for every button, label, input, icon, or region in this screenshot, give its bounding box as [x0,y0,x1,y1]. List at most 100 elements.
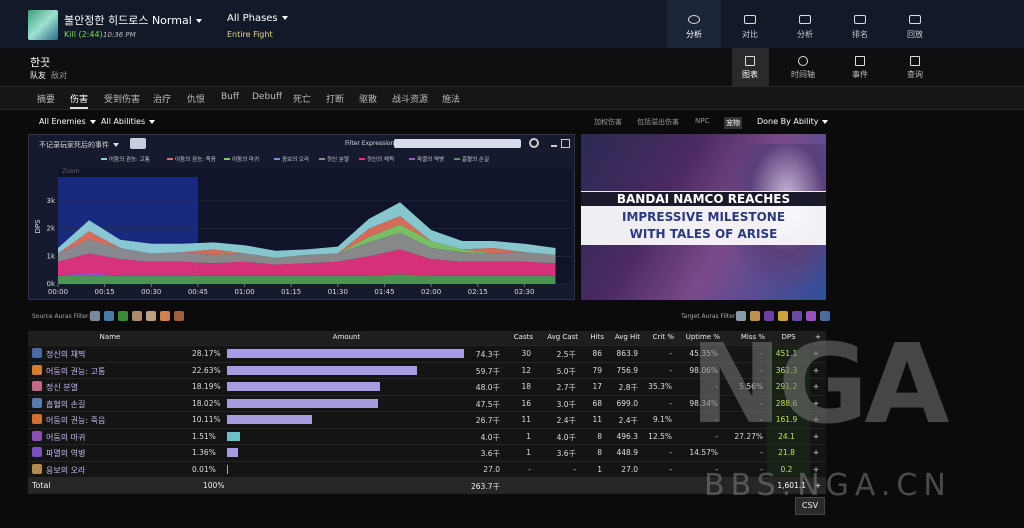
x-tick-label: 01:45 [374,288,394,296]
mode-tab[interactable]: 队友 [30,71,46,80]
filter-input[interactable] [394,139,521,148]
column-header[interactable]: Miss % [740,333,765,341]
damage-option[interactable]: 加权伤害 [594,118,622,126]
table-row[interactable] [28,460,826,478]
nav-item[interactable]: 施法 [442,95,461,105]
top-tab[interactable]: 分析 [797,30,813,39]
abilities-select[interactable]: All Abilities [101,117,155,126]
ability-name[interactable]: 어둠의 권능: 고통 [46,366,106,376]
nav-item[interactable]: 死亡 [293,95,312,105]
view-tab[interactable]: 时间轴 [791,70,815,79]
cell-value[interactable]: + [812,448,820,457]
nav-item[interactable]: 受到伤害 [104,95,141,105]
top-tab[interactable]: 回放 [907,30,923,39]
table-row[interactable] [28,345,826,362]
column-header[interactable]: Name [99,333,121,341]
aura-icon[interactable] [806,311,816,321]
aura-icon[interactable] [736,311,746,321]
aura-icon[interactable] [750,311,760,321]
nav-item[interactable]: 驱散 [359,95,378,105]
column-header[interactable]: Avg Hit [614,333,640,341]
ability-name[interactable]: 흡혈의 손길 [46,399,86,409]
cell-value[interactable]: + [812,382,820,391]
nav-item[interactable]: Buff [221,92,240,102]
view-tab[interactable]: 事件 [852,70,868,79]
ability-name[interactable]: 어둠의 권능: 죽음 [46,416,106,425]
column-header[interactable]: DPS [781,333,796,341]
table-row[interactable] [28,394,826,412]
cell-value[interactable]: + [812,349,820,358]
cell-value[interactable]: + [812,431,820,441]
aura-icon[interactable] [90,311,100,321]
view-tab[interactable]: 查询 [907,70,923,79]
nav-item[interactable]: 打断 [326,95,345,105]
enemies-select[interactable]: All Enemies [39,117,96,126]
damage-option[interactable]: 包括溢出伤害 [637,118,679,126]
nav-item[interactable]: Debuff [252,92,283,102]
aura-icon[interactable] [160,311,170,321]
nav-item[interactable]: 伤害 [70,92,89,109]
column-header[interactable]: Hits [590,333,604,341]
tab-icon [854,15,866,24]
dps-value: 24.1 [778,431,795,441]
nav-item[interactable]: 战斗资源 [392,95,429,105]
ability-name[interactable]: 정신 분열 [46,383,78,392]
nav-item[interactable]: 治疗 [153,95,172,105]
death-toggle[interactable]: 不记录玩家死后的事件 [39,140,119,150]
table-row[interactable] [28,378,826,395]
area [58,274,556,284]
damage-option[interactable]: NPC [695,117,710,125]
ability-name[interactable]: 응보의 오라 [46,465,86,475]
mode-tab[interactable]: 敌对 [51,71,67,80]
area [58,202,556,258]
top-tab[interactable]: 排名 [852,30,868,39]
ability-name[interactable]: 파멸의 역병 [46,449,86,458]
top-tab[interactable]: 分析 [686,30,702,39]
aura-icon[interactable] [104,311,114,321]
total-expand[interactable]: + [814,481,822,490]
aura-icon[interactable] [146,311,156,321]
cell-value: - [669,464,672,474]
ad-banner[interactable]: BANDAI NAMCO REACHES IMPRESSIVE MILESTON… [581,134,826,300]
done-by-select[interactable]: Done By Ability [757,117,828,126]
column-header[interactable]: Amount [332,333,361,341]
toggle-box[interactable] [130,138,146,149]
csv-button[interactable]: CSV [795,497,825,515]
minimize-icon[interactable] [551,145,557,147]
cell-value: 98.34% [689,398,718,408]
aura-icon[interactable] [174,311,184,321]
aura-icon[interactable] [132,311,142,321]
phase-select[interactable]: All Phases [227,13,288,24]
settings-icon[interactable] [529,138,539,148]
ability-name[interactable]: 어둠의 마귀 [46,432,86,442]
ability-name[interactable]: 정신의 채찍 [46,350,86,359]
column-header[interactable]: Uptime % [685,333,720,341]
aura-icon[interactable] [792,311,802,321]
nav-item[interactable]: 摘要 [37,95,56,105]
nav-item[interactable]: 仇恨 [187,95,206,105]
table-row[interactable] [28,411,826,428]
cell-value[interactable]: + [812,398,820,408]
dps-value: 288.6 [775,398,798,408]
aura-icon[interactable] [778,311,788,321]
column-header[interactable]: Casts [513,333,533,341]
cell-value: - [669,349,672,358]
aura-icon[interactable] [118,311,128,321]
table-row[interactable] [28,427,826,445]
cell-value[interactable]: + [812,415,820,424]
cell-value[interactable]: + [812,365,820,375]
cell-value: 1 [526,448,531,457]
phase-sub: Entire Fight [227,30,273,39]
view-tab[interactable]: 图表 [742,70,758,79]
table-row[interactable] [28,361,826,379]
column-header[interactable]: Avg Cast [547,333,578,341]
damage-option[interactable]: 宠物 [724,117,742,129]
encounter-select[interactable]: 불안정한 히드로스 Normal [64,12,202,28]
aura-icon[interactable] [820,311,830,321]
column-header[interactable]: Crit % [652,333,674,341]
top-tab[interactable]: 对比 [742,30,758,39]
table-row[interactable] [28,444,826,461]
cell-value[interactable]: + [812,464,820,474]
aura-icon[interactable] [764,311,774,321]
maximize-icon[interactable] [561,139,570,148]
